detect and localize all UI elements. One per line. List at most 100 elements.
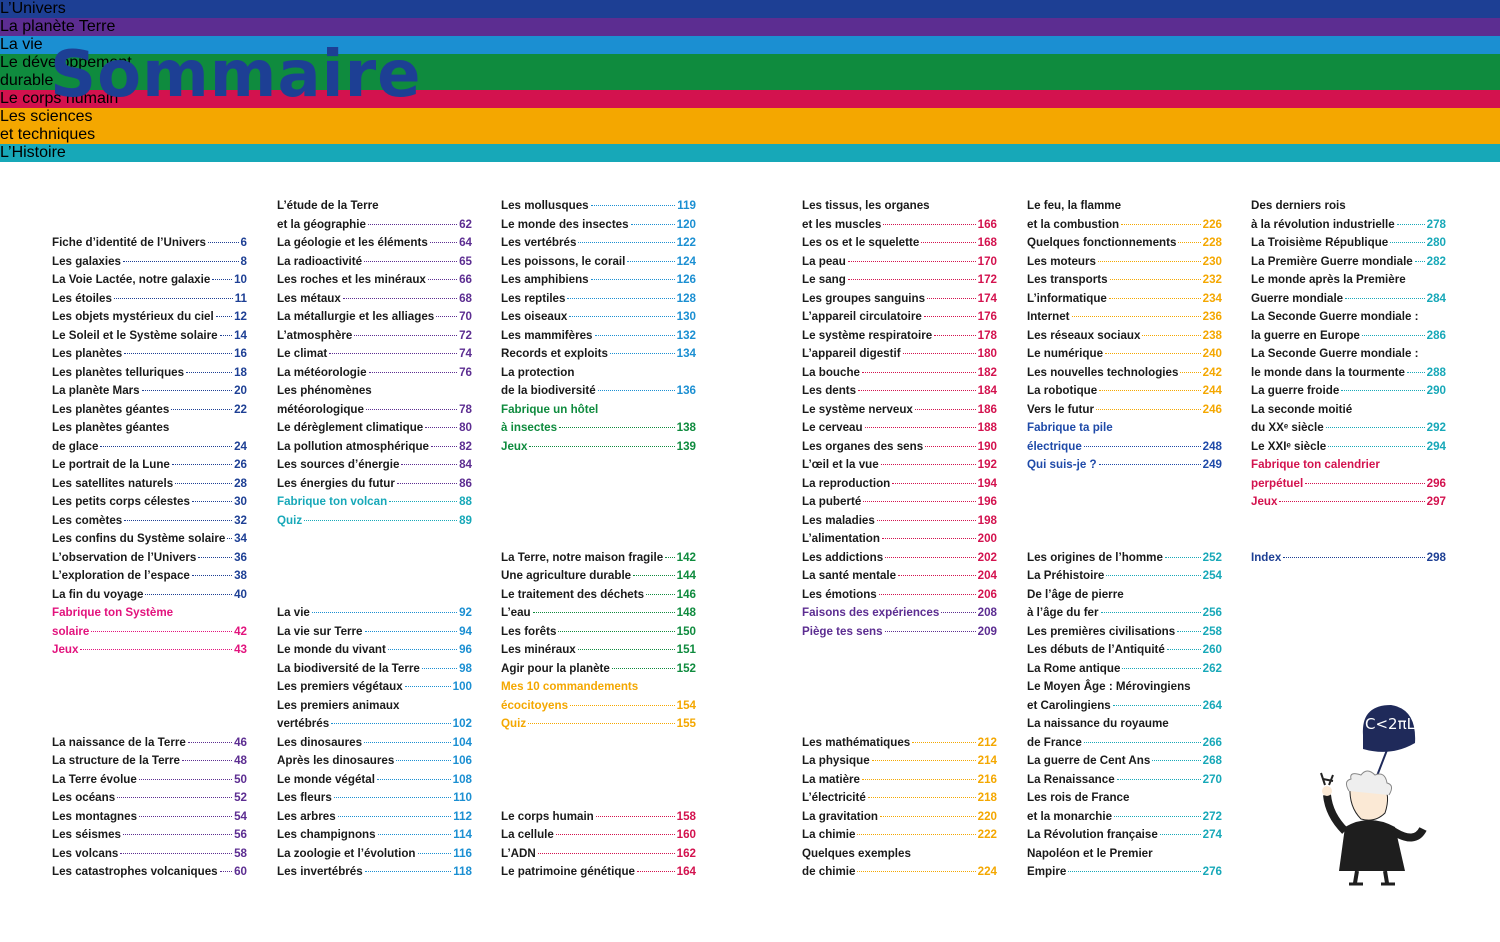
toc-line: Les nouvelles technologies 242 xyxy=(1027,364,1222,382)
page-number: 68 xyxy=(459,291,472,305)
toc-line: de la biodiversité 136 xyxy=(501,382,696,400)
leader xyxy=(1122,667,1201,669)
toc-line: L’ADN 162 xyxy=(501,845,696,863)
leader xyxy=(912,741,976,743)
page-number: 294 xyxy=(1426,439,1446,453)
toc-line: Les invertébrés 118 xyxy=(277,863,472,881)
toc-line: et la combustion 226 xyxy=(1027,216,1222,234)
entry-text: Les confins du Système solaire xyxy=(52,532,226,545)
page-number: 38 xyxy=(234,569,247,582)
leader xyxy=(1414,260,1425,262)
toc-line: Une agriculture durable 144 xyxy=(501,567,696,585)
page-number: 298 xyxy=(1426,550,1446,564)
entry-text: La matière xyxy=(802,772,860,786)
toc-line: la guerre en Europe 286 xyxy=(1251,327,1446,345)
toc-line: météorologique 78 xyxy=(277,401,472,419)
page-number: 194 xyxy=(977,476,997,490)
page-number: 182 xyxy=(977,365,997,379)
coat xyxy=(1339,820,1405,871)
toc-line: solaire 42 xyxy=(52,623,247,641)
leader xyxy=(141,390,233,391)
leader xyxy=(431,445,458,447)
toc-line: La guerre froide 290 xyxy=(1251,382,1446,400)
entry-text: Après les dinosaures xyxy=(277,754,395,767)
entry-text: La métallurgie et les alliages xyxy=(277,310,435,323)
entry-text: Faisons des expériences xyxy=(802,606,940,619)
entry-text: Des derniers rois xyxy=(1251,199,1346,212)
page-number: 6 xyxy=(240,236,247,249)
entry-text: Les os et le squelette xyxy=(802,236,920,249)
leader xyxy=(867,797,976,798)
leader xyxy=(364,260,458,262)
toc-line: La naissance de la Terre 46 xyxy=(52,734,247,752)
entry-text: L’alimentation xyxy=(802,532,880,545)
leader xyxy=(329,353,458,354)
page-number: 242 xyxy=(1202,365,1222,379)
entry-text: Les vertébrés xyxy=(501,236,577,249)
toc-line: Agir pour la planète 152 xyxy=(501,660,696,678)
leader xyxy=(1100,612,1201,613)
page-number: 206 xyxy=(977,587,997,601)
page-number: 230 xyxy=(1202,254,1222,268)
toc-line: La planète Mars 20 xyxy=(52,382,247,400)
leader xyxy=(113,297,233,299)
page-number: 18 xyxy=(234,365,247,379)
entry-text: Le traitement des déchets xyxy=(501,587,645,601)
toc-line: Jeux 43 xyxy=(52,641,247,659)
leader xyxy=(1180,371,1201,373)
toc-line: Les objets mystérieux du ciel 12 xyxy=(52,308,247,326)
toc-line: de France 266 xyxy=(1027,734,1222,752)
entry-text: perpétuel xyxy=(1251,476,1304,490)
toc-line: Le monde végétal 108 xyxy=(277,771,472,789)
toc-line: Les reptiles 128 xyxy=(501,290,696,308)
toc-line: La gravitation 220 xyxy=(802,808,997,826)
entry-text: Qui suis-je ? xyxy=(1027,458,1097,471)
page-number: 252 xyxy=(1202,550,1222,564)
leader xyxy=(215,316,233,317)
leader xyxy=(1098,464,1201,465)
entry-text: Les groupes sanguins xyxy=(802,291,926,305)
page-number: 8 xyxy=(240,254,247,268)
page-number: 248 xyxy=(1202,439,1222,453)
leader xyxy=(914,408,976,410)
page-number: 266 xyxy=(1202,735,1222,749)
toc-line: Records et exploits 134 xyxy=(501,345,696,363)
entry-text: Les fleurs xyxy=(277,791,332,804)
entry-text: Les rois de France xyxy=(1027,791,1130,804)
entry-text: à la révolution industrielle xyxy=(1251,217,1395,231)
toc-line: Les émotions 206 xyxy=(802,586,997,604)
entry-text: Fabrique ton Système xyxy=(52,606,174,619)
entry-text: L’observation de l’Univers xyxy=(52,550,197,564)
entry-text: La Rome antique xyxy=(1027,661,1121,675)
entry-text: de chimie xyxy=(802,865,856,878)
entry-text: Le système nerveux xyxy=(802,402,913,416)
entry-text: La Préhistoire xyxy=(1027,569,1105,582)
toc-line: Jeux 297 xyxy=(1251,493,1446,511)
toc-line: électrique 248 xyxy=(1027,438,1222,456)
page-number: 284 xyxy=(1426,291,1446,305)
leader xyxy=(80,649,233,650)
entry-text: La géologie et les éléments xyxy=(277,236,428,249)
page-number: 176 xyxy=(977,310,997,323)
entry-text: La naissance de la Terre xyxy=(52,735,186,749)
leader xyxy=(537,852,675,854)
toc-line: Les groupes sanguins 174 xyxy=(802,290,997,308)
leader xyxy=(1345,297,1425,299)
leader xyxy=(898,575,976,576)
toc-line: vertébrés 102 xyxy=(277,715,472,733)
leader xyxy=(884,630,976,632)
section-heading: Les sciences xyxy=(0,108,1500,126)
toc-line: Les montagnes 54 xyxy=(52,808,247,826)
entry-text: Les mammifères xyxy=(501,328,593,342)
page-number: 88 xyxy=(459,495,472,508)
toc-line: La physique 214 xyxy=(802,752,997,770)
page-number: 196 xyxy=(977,495,997,508)
entry-text: Les mathématiques xyxy=(802,735,911,749)
toc-line: Les premiers animaux xyxy=(277,697,472,715)
leader xyxy=(1116,778,1201,780)
leader xyxy=(376,778,451,780)
entry-text: Les amphibiens xyxy=(501,273,589,286)
entry-text: La chimie xyxy=(802,828,856,841)
entry-text: Quiz xyxy=(277,513,303,527)
toc-line: La Première Guerre mondiale 282 xyxy=(1251,253,1446,271)
